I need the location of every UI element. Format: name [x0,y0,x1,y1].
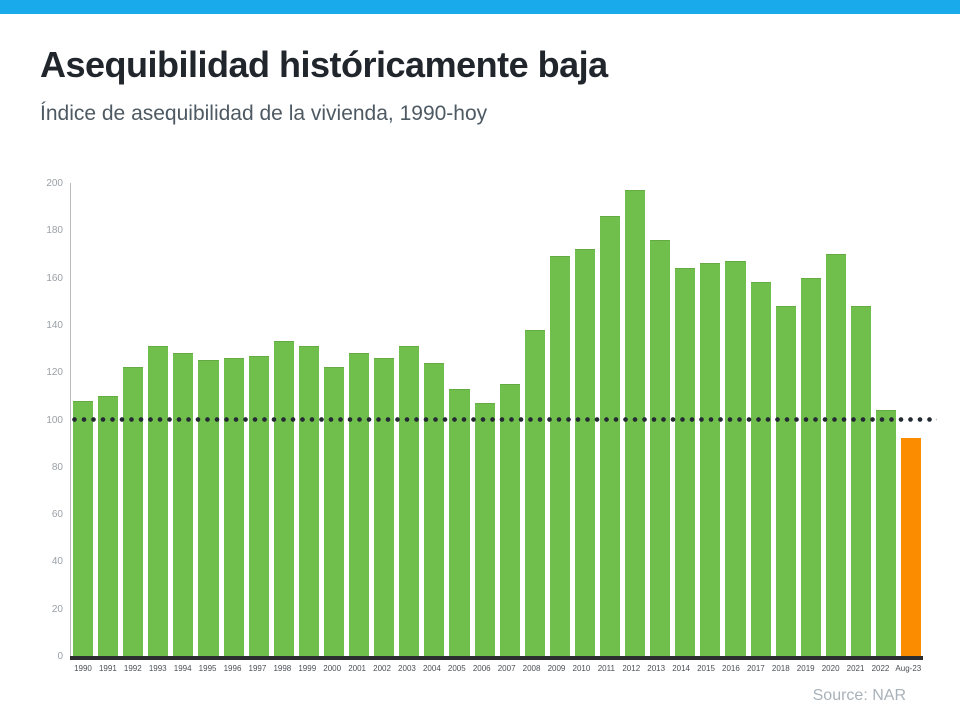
bar-2003 [399,346,420,656]
x-tick-2004: 2004 [422,664,441,673]
bar-1992 [123,367,144,656]
y-tick-120: 120 [46,367,63,379]
bar-2014 [675,268,696,656]
x-tick-1992: 1992 [123,664,142,673]
bar-1998 [273,341,294,656]
x-tick-1995: 1995 [198,664,217,673]
x-tick-2011: 2011 [597,664,615,673]
bar-1999 [298,346,319,656]
x-tick-2012: 2012 [622,664,641,673]
source-note: Source: NAR [812,687,906,704]
y-tick-80: 80 [51,461,63,473]
y-tick-200: 200 [46,178,63,189]
x-tick-2005: 2005 [447,664,466,673]
bar-2022 [876,410,897,656]
bar-2016 [725,261,746,656]
affordability-bar-chart: 0 20 40 60 80 100 120 140 160 180 200 1990 1991 1992… [46,178,937,673]
x-tick-2014: 2014 [672,664,690,673]
x-tick-2000: 2000 [323,664,342,673]
bar-2010 [574,249,595,656]
x-tick-2006: 2006 [472,664,491,673]
x-axis-line [70,656,923,660]
bar-1995 [198,360,219,656]
x-tick-2021: 2021 [846,664,865,673]
x-tick-2017: 2017 [746,664,765,673]
x-tick-1998: 1998 [273,664,292,673]
x-tick-2009: 2009 [547,664,566,673]
bar-2017 [750,282,771,656]
bar-2004 [424,362,445,656]
page-subtitle: Índice de asequibilidad de la vivienda, … [40,102,488,125]
x-tick-2007: 2007 [497,664,516,673]
x-tick-Aug-23: Aug-23 [895,664,922,673]
bar-2019 [800,277,821,656]
bar-2018 [775,305,796,656]
y-tick-140: 140 [46,319,63,331]
bar-2002 [374,358,395,656]
x-tick-2003: 2003 [398,664,416,673]
x-tick-2020: 2020 [821,664,840,673]
bar-2021 [850,305,871,656]
bar-2005 [449,388,470,656]
bar-Aug-23 [901,438,922,656]
x-tick-2008: 2008 [522,664,541,673]
bar-1997 [248,355,269,656]
bar-2015 [700,263,721,656]
x-tick-2016: 2016 [722,664,740,673]
y-tick-160: 160 [46,272,63,284]
top-accent-bar [0,0,960,14]
bar-1991 [98,395,119,656]
x-tick-2002: 2002 [373,664,391,673]
bar-1996 [223,358,244,656]
bar-2020 [825,253,846,656]
y-tick-60: 60 [51,509,63,521]
bar-2007 [499,384,520,656]
y-tick-0: 0 [57,651,63,662]
y-tick-20: 20 [51,603,63,615]
bar-2006 [474,402,495,656]
x-tick-2022: 2022 [871,664,890,673]
y-tick-100: 100 [46,414,63,426]
x-tick-2015: 2015 [697,664,715,673]
x-axis-labels: 1990 1991 1992 1993 1994 1995 1996 1997 1998 1999… [71,664,923,673]
bar-2012 [625,190,646,656]
x-tick-2001: 2001 [348,664,366,673]
bar-1994 [173,353,194,656]
reference-line-100 [72,417,937,422]
x-tick-1996: 1996 [223,664,242,673]
x-tick-2019: 2019 [796,664,815,673]
x-tick-2010: 2010 [572,664,591,673]
bar-1990 [73,400,94,656]
bar-2009 [549,256,570,656]
x-tick-1994: 1994 [173,664,192,673]
bar-2001 [349,353,370,656]
x-tick-1993: 1993 [148,664,167,673]
bar-2008 [524,329,545,656]
x-tick-1997: 1997 [248,664,267,673]
bar-2013 [650,239,671,656]
y-tick-40: 40 [51,556,63,568]
x-tick-2018: 2018 [771,664,790,673]
bar-2011 [599,216,621,656]
y-tick-180: 180 [46,225,63,237]
bar-2000 [323,367,345,656]
x-tick-1999: 1999 [298,664,317,673]
x-tick-1990: 1990 [74,664,92,673]
page-title: Asequibilidad históricamente baja [40,44,608,85]
x-tick-1991: 1991 [98,664,117,673]
bar-1993 [148,346,169,656]
x-tick-2013: 2013 [647,664,666,673]
